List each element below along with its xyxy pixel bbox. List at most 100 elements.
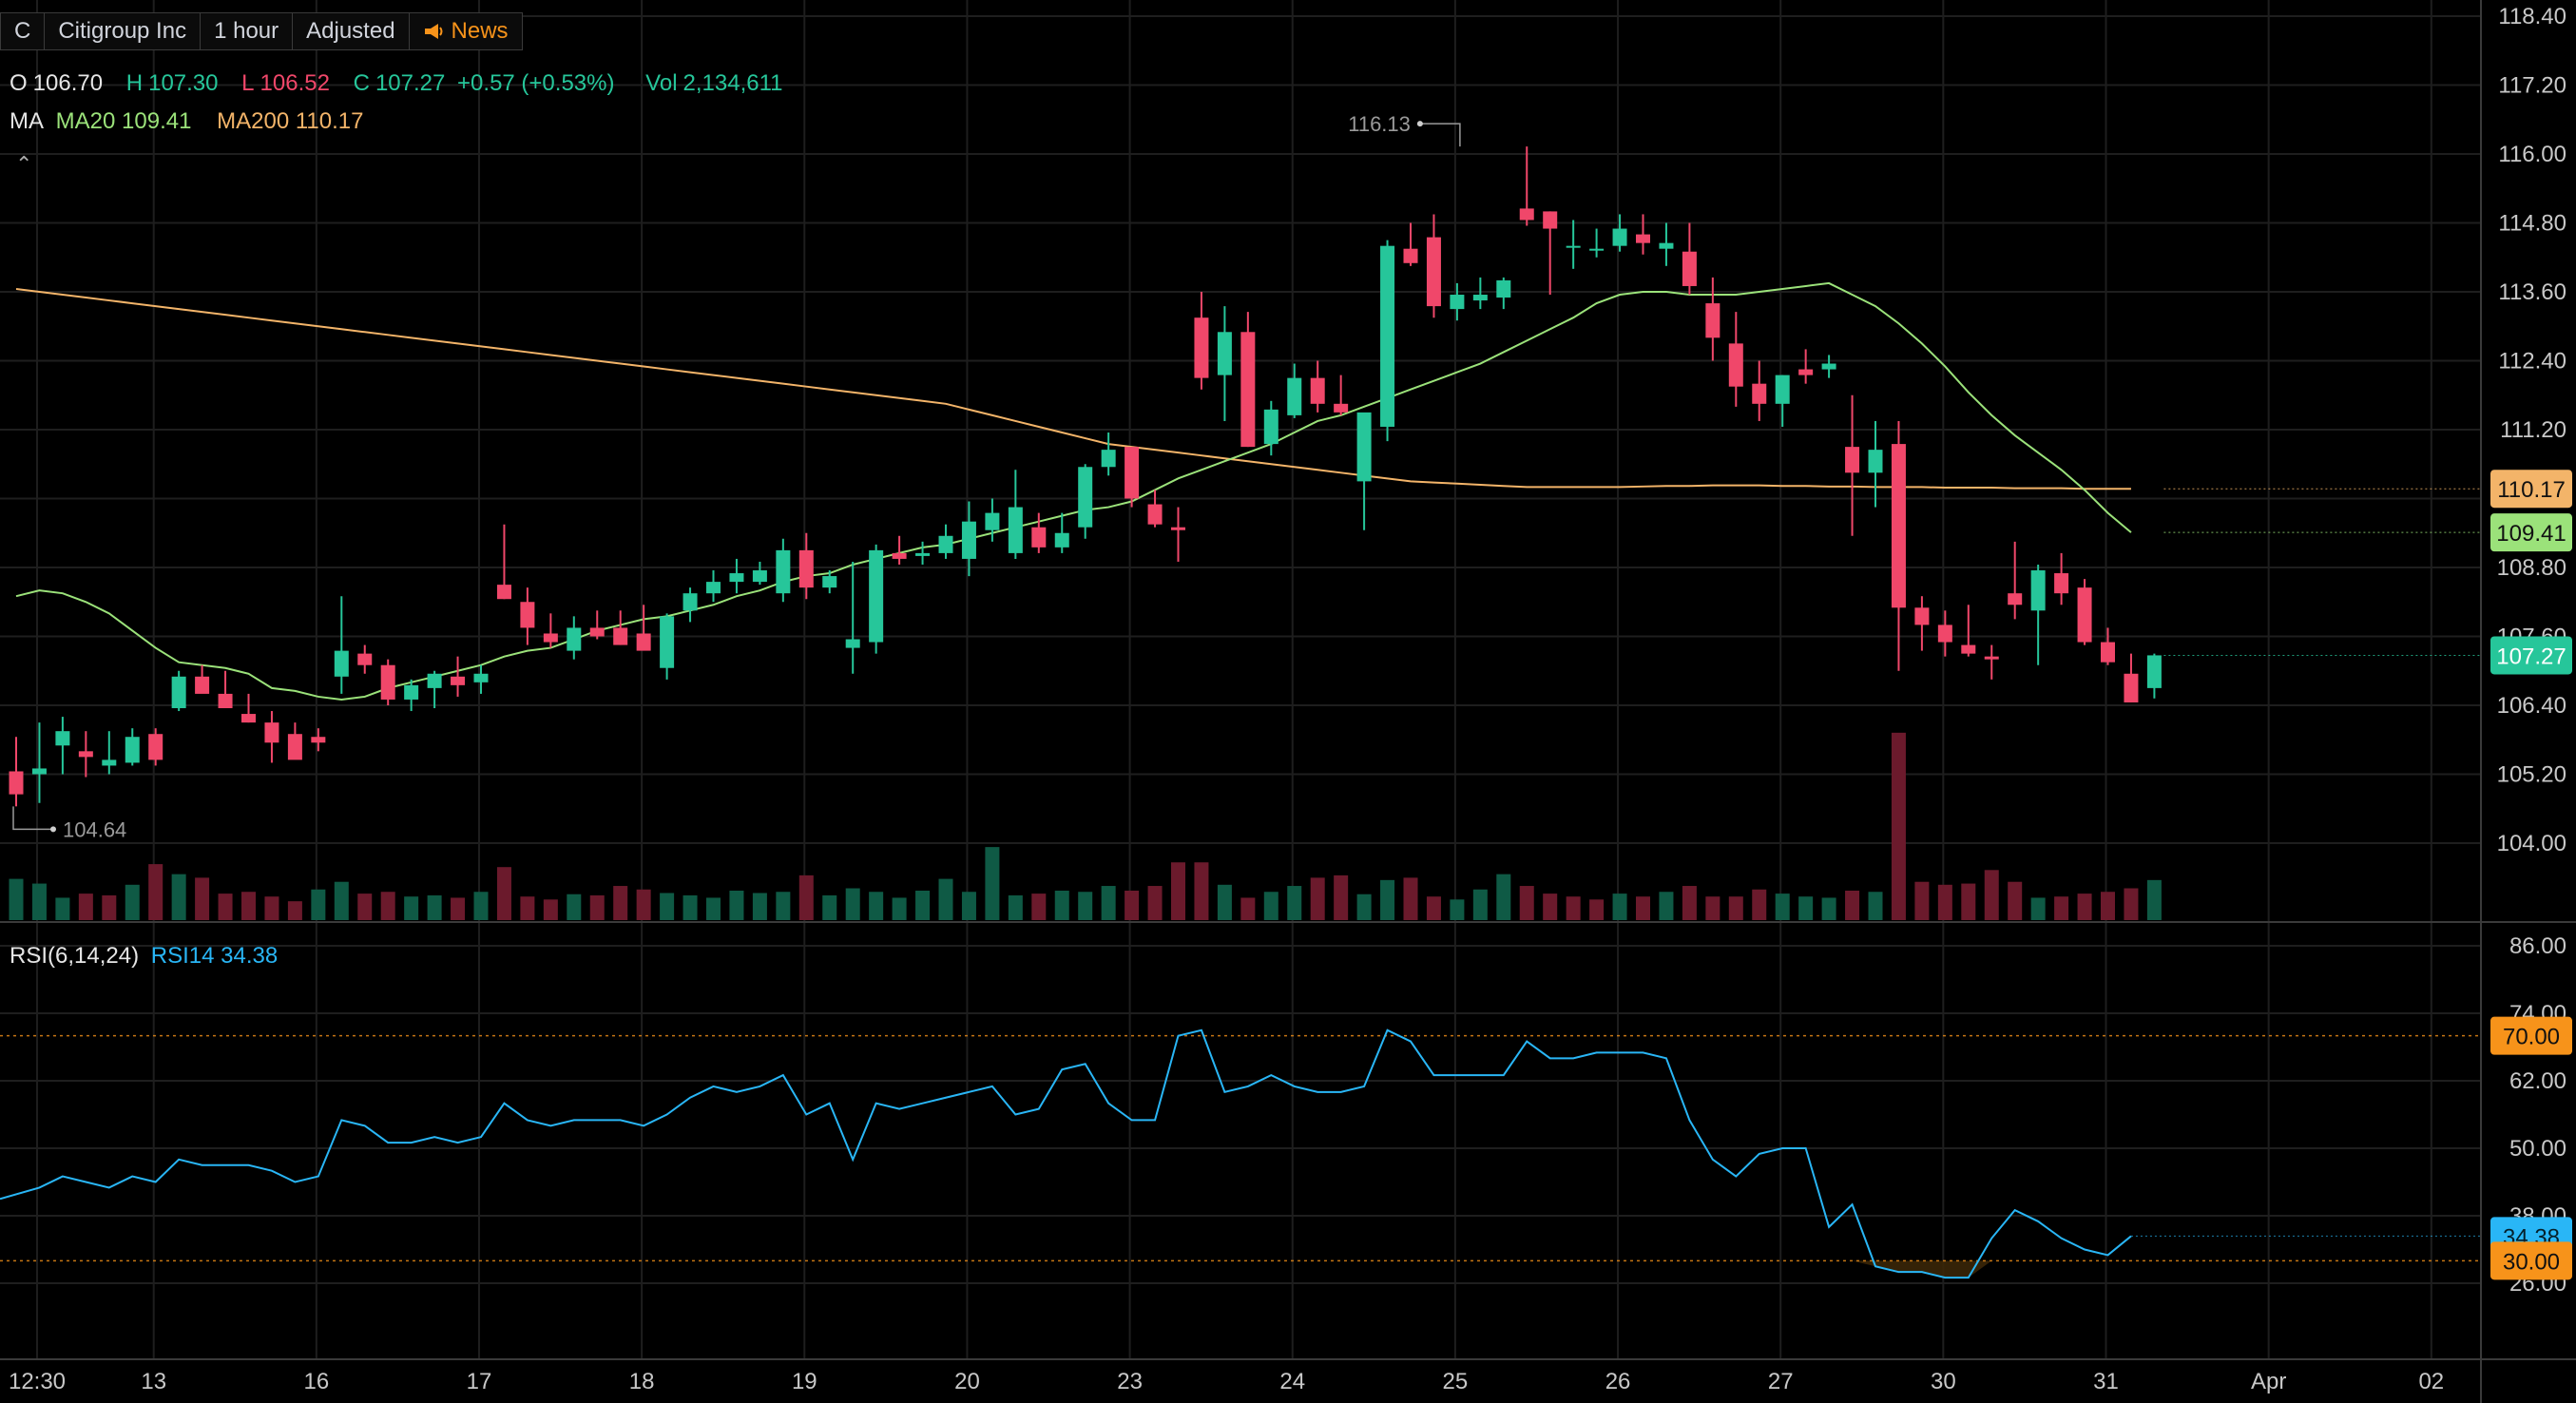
volume-bar	[985, 847, 1000, 920]
candle	[776, 538, 791, 603]
news-button[interactable]: News	[410, 13, 522, 49]
volume-bar	[1705, 896, 1721, 920]
rsi-tick-label: 62.00	[2509, 1068, 2566, 1094]
candle	[985, 498, 1000, 542]
volume-bar	[1472, 889, 1488, 920]
ma20-line	[15, 281, 2132, 701]
volume-bar	[961, 892, 976, 920]
price-tag-ma200-text: 110.17	[2497, 477, 2566, 503]
volume-bar	[589, 894, 605, 920]
volume-bar	[1240, 897, 1256, 920]
candle	[822, 570, 837, 594]
axes: 104.00105.20106.40107.60108.80110.00111.…	[9, 4, 2572, 1394]
candle	[311, 728, 326, 752]
time-tick-label: 27	[1768, 1369, 1794, 1394]
price-tick-label: 105.20	[2497, 762, 2566, 788]
volume-bar	[2008, 881, 2023, 920]
candle-body	[2146, 655, 2162, 688]
candle-body	[496, 585, 511, 600]
candle	[264, 711, 279, 763]
volume-bar	[845, 888, 860, 920]
candle-body	[1287, 377, 1302, 415]
volume-bar	[1891, 732, 1906, 920]
candle-body	[241, 714, 256, 723]
candle	[1031, 512, 1047, 553]
price-tag-ma20: 109.41	[2163, 513, 2572, 552]
volume-bar	[171, 874, 186, 920]
volume-bar	[2077, 894, 2092, 920]
price-annotations: 116.13 104.64	[12, 112, 1461, 841]
candle-body	[1821, 363, 1836, 370]
candle	[1775, 375, 1790, 427]
volume-bar	[543, 899, 558, 920]
candle-body	[1752, 383, 1767, 404]
candle	[1310, 360, 1325, 413]
price-tick-label: 118.40	[2498, 4, 2566, 29]
volume-bar	[195, 877, 210, 920]
symbol-name[interactable]: Citigroup Inc	[45, 13, 202, 49]
candle	[706, 570, 721, 603]
volume-bars	[9, 732, 2162, 920]
candle-body	[1125, 447, 1140, 499]
ma20-value: MA20 109.41	[55, 108, 192, 134]
candle-body	[1636, 234, 1650, 243]
candle	[2146, 653, 2162, 699]
volume-bar	[1054, 891, 1069, 920]
candle	[380, 659, 395, 705]
symbol-button[interactable]: C	[1, 13, 46, 49]
collapse-legend-icon[interactable]: ⌃	[15, 152, 33, 176]
time-tick-label: 12:30	[9, 1369, 66, 1394]
volume-bar	[380, 892, 395, 920]
rsi-level-tag: 70.00	[2490, 1016, 2572, 1055]
adjustment-button[interactable]: Adjusted	[293, 13, 410, 49]
time-tick-label: 02	[2418, 1369, 2444, 1394]
rsi-level-box	[2490, 1016, 2572, 1055]
candle	[1054, 512, 1069, 553]
news-label: News	[451, 18, 509, 44]
candle	[1217, 306, 1232, 421]
volume-bar	[1775, 894, 1790, 920]
candle	[2101, 627, 2115, 665]
candle-body	[264, 722, 279, 743]
time-tick-label: 31	[2093, 1369, 2119, 1394]
candle-body	[961, 521, 976, 559]
candle-body	[1845, 447, 1860, 473]
interval-button[interactable]: 1 hour	[201, 13, 294, 49]
candle	[55, 717, 70, 775]
volume-bar	[148, 864, 163, 920]
price-tag-ma200: 110.17	[2163, 470, 2572, 509]
candle	[496, 524, 511, 600]
candle	[1519, 146, 1534, 226]
volume-bar	[404, 896, 419, 920]
candle	[1914, 596, 1930, 651]
time-tick-label: 24	[1279, 1369, 1305, 1394]
candle	[148, 728, 163, 766]
candle	[427, 670, 442, 709]
candle-body	[1868, 450, 1883, 473]
candle-body	[473, 673, 489, 682]
candle-body	[1961, 644, 1976, 654]
volume-bar	[1961, 883, 1976, 920]
candle-body	[1101, 450, 1116, 468]
candle	[520, 587, 535, 645]
candle-body	[2030, 570, 2046, 611]
volume-bar	[55, 897, 70, 920]
volume-bar	[1263, 892, 1278, 920]
volume-bar	[1659, 892, 1674, 920]
candle-body	[2124, 673, 2139, 702]
volume-bar	[102, 894, 117, 920]
volume-bar	[752, 893, 767, 920]
volume-bar	[1798, 896, 1814, 920]
low-value: 106.52	[260, 70, 330, 96]
candle-body	[427, 673, 442, 688]
candle-body	[404, 684, 419, 700]
volume-bar	[1125, 891, 1140, 920]
candle-body	[1263, 409, 1278, 445]
candle-body	[1426, 237, 1441, 307]
candle	[125, 728, 140, 766]
high-label: H	[125, 70, 144, 96]
volume-bar	[2030, 897, 2046, 920]
close-label: C	[353, 70, 370, 96]
change-value: +0.57 (+0.53%)	[457, 70, 615, 96]
